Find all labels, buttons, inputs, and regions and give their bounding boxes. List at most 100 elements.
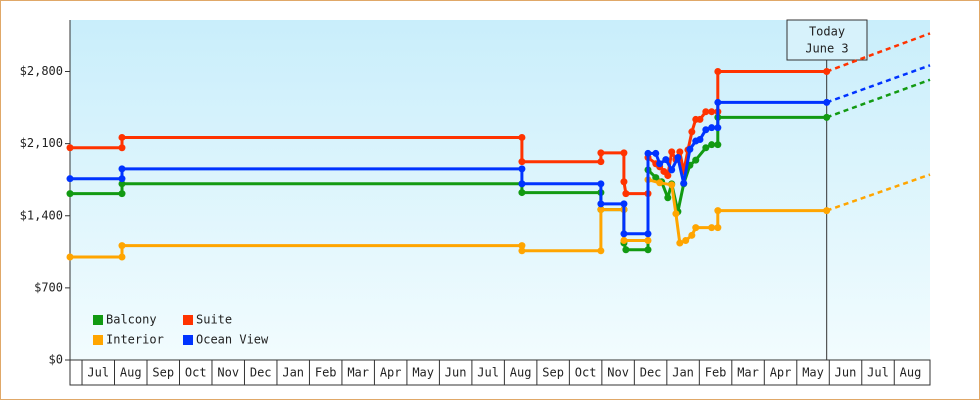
price-point [644, 149, 652, 157]
price-point [708, 124, 716, 132]
price-point [823, 113, 831, 121]
price-point [656, 179, 664, 187]
price-point [597, 247, 605, 255]
x-tick-label: Sep [542, 366, 564, 380]
x-tick-label: Sep [152, 366, 174, 380]
price-point [714, 124, 722, 132]
price-point [644, 246, 652, 254]
legend-label: Suite [196, 313, 232, 327]
x-tick-label: Feb [315, 366, 337, 380]
forecast-line [826, 64, 931, 104]
x-tick-label: Apr [380, 366, 402, 380]
price-point [597, 149, 605, 157]
price-point [668, 148, 676, 156]
price-point [702, 126, 710, 134]
price-point [118, 190, 126, 198]
today-date: June 3 [805, 42, 848, 56]
price-point [620, 178, 628, 186]
today-label: Today [809, 25, 845, 39]
price-point [668, 181, 676, 189]
x-tick-label: Aug [510, 366, 532, 380]
x-tick-label: Jul [477, 366, 499, 380]
price-point [622, 246, 630, 254]
price-point [118, 165, 126, 173]
legend-label: Ocean View [196, 333, 269, 347]
x-tick-label: Feb [705, 366, 727, 380]
price-point [702, 144, 710, 152]
price-point [620, 230, 628, 238]
price-point [714, 68, 722, 76]
price-point [823, 98, 831, 106]
price-point [597, 200, 605, 208]
price-point [686, 145, 694, 153]
x-tick-label: May [802, 366, 824, 380]
x-tick-label: Mar [347, 366, 369, 380]
price-point [688, 231, 696, 239]
price-point [692, 156, 700, 164]
legend-label: Interior [106, 333, 164, 347]
price-point [620, 200, 628, 208]
price-point [597, 180, 605, 188]
x-tick-label: Dec [250, 366, 272, 380]
x-tick-label: Jan [672, 366, 694, 380]
legend: Balcony Suite Interior Ocean View [93, 313, 269, 347]
price-point [702, 108, 710, 116]
price-point [708, 224, 716, 232]
price-point [708, 108, 716, 116]
x-tick-label: Mar [737, 366, 759, 380]
price-point [518, 158, 526, 166]
price-point [668, 166, 676, 174]
price-point [688, 128, 696, 136]
price-point [118, 133, 126, 141]
price-point [518, 189, 526, 197]
price-point [652, 174, 660, 182]
x-tick-label: Nov [217, 366, 239, 380]
price-point [708, 141, 716, 149]
y-tick-label: $2,800 [20, 64, 63, 78]
price-point [66, 253, 74, 261]
today-box: Today June 3 [786, 19, 868, 61]
legend-swatch [93, 335, 103, 345]
price-point [692, 224, 700, 232]
legend-swatch [93, 315, 103, 325]
price-point [66, 144, 74, 152]
price-point [662, 156, 670, 164]
plot-area [70, 20, 930, 360]
legend-swatch [183, 335, 193, 345]
x-tick-label: May [412, 366, 434, 380]
forecast-line [826, 78, 931, 119]
price-point [714, 224, 722, 232]
y-tick-label: $700 [34, 280, 63, 294]
price-point [676, 148, 684, 156]
price-point [518, 242, 526, 250]
price-point [597, 206, 605, 214]
price-point [118, 175, 126, 183]
x-tick-label: Oct [185, 366, 207, 380]
today-box-frame [786, 19, 868, 61]
x-tick-label: Dec [640, 366, 662, 380]
price-point [696, 115, 704, 123]
price-point [597, 158, 605, 166]
price-point [674, 154, 682, 162]
price-point [518, 165, 526, 173]
legend-swatch [183, 315, 193, 325]
price-point [696, 136, 704, 144]
x-tick-label: Jan [282, 366, 304, 380]
price-point [118, 253, 126, 261]
price-point [622, 190, 630, 198]
price-point [518, 133, 526, 141]
price-point [118, 144, 126, 152]
price-point [652, 149, 660, 157]
y-tick-label: $0 [49, 353, 63, 367]
price-point [664, 172, 672, 180]
price-point [682, 236, 690, 244]
price-point [714, 98, 722, 106]
price-point [714, 141, 722, 149]
price-point [656, 160, 664, 168]
forecast-line [826, 173, 931, 212]
forecast-line [826, 32, 931, 73]
price-point [118, 180, 126, 188]
x-tick-label: Jul [867, 366, 889, 380]
price-point [518, 180, 526, 188]
